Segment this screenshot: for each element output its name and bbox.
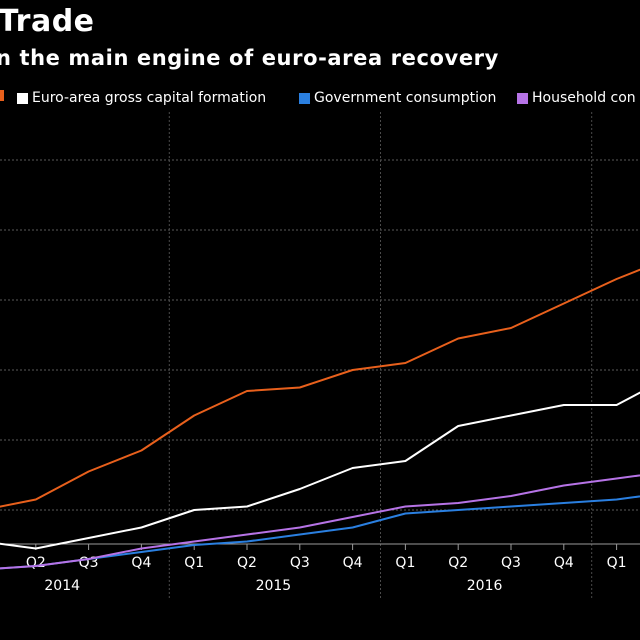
legend-swatch-government-consumption xyxy=(299,92,310,104)
legend-swatch-exports xyxy=(0,90,4,101)
x-tick-label: Q4 xyxy=(343,555,363,571)
legend-swatch-gross-capital-formation xyxy=(17,92,28,104)
legend-item-exports xyxy=(0,90,8,101)
chart-title: Trade xyxy=(0,4,95,39)
legend-item-government-consumption: Government consumption xyxy=(299,90,496,106)
legend-label-government-consumption: Government consumption xyxy=(314,90,497,106)
x-tick-label: Q1 xyxy=(395,555,415,571)
series-line-household-consumption xyxy=(0,474,640,570)
x-year-label: 2014 xyxy=(44,578,80,594)
x-tick-label: Q3 xyxy=(501,555,521,571)
x-tick-label: Q2 xyxy=(26,555,46,571)
legend-item-household-consumption: Household con xyxy=(517,90,636,106)
chart-subtitle: n the main engine of euro-area recovery xyxy=(0,46,499,70)
x-tick-label: Q3 xyxy=(290,555,310,571)
series-line-exports xyxy=(0,268,640,508)
legend-swatch-household-consumption xyxy=(517,92,528,104)
x-tick-label: Q2 xyxy=(237,555,257,571)
series-line-euro-area-gross-capital-formation xyxy=(0,391,640,550)
x-year-label: 2016 xyxy=(467,578,503,594)
legend-label-gross-capital-formation: Euro-area gross capital formation xyxy=(32,90,267,106)
x-tick-label: Q4 xyxy=(554,555,574,571)
legend-item-gross-capital-formation: Euro-area gross capital formation xyxy=(17,90,266,106)
x-tick-label: Q2 xyxy=(448,555,468,571)
x-tick-label: Q4 xyxy=(131,555,151,571)
x-tick-label: Q1 xyxy=(184,555,204,571)
legend-label-household-consumption: Household con xyxy=(532,90,636,106)
x-year-label: 2015 xyxy=(256,578,292,594)
x-tick-label: Q1 xyxy=(607,555,627,571)
legend: Euro-area gross capital formation Govern… xyxy=(0,90,640,108)
